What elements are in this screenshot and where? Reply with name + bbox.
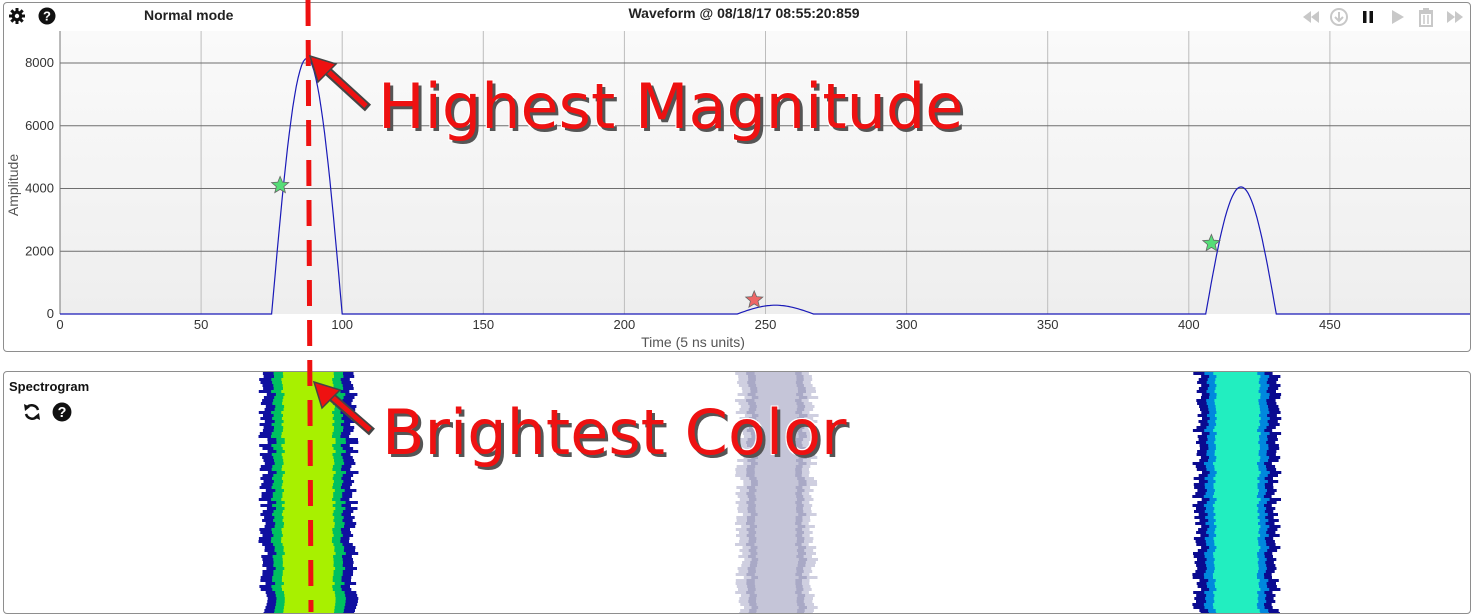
y-tick-label: 8000 [25, 55, 54, 70]
x-tick-label: 400 [1178, 317, 1200, 332]
y-tick-label: 4000 [25, 181, 54, 196]
waveform-panel: ? Normal mode Waveform @ 08/18/17 08:55:… [3, 2, 1471, 352]
spectrogram-band [258, 372, 359, 613]
x-tick-label: 200 [614, 317, 636, 332]
x-tick-label: 100 [331, 317, 353, 332]
fast-forward-icon[interactable] [1444, 6, 1466, 28]
y-tick-label: 2000 [25, 243, 54, 258]
star-marker[interactable] [1201, 233, 1221, 252]
rewind-icon[interactable] [1300, 6, 1322, 28]
gear-icon[interactable] [8, 7, 26, 25]
x-tick-label: 350 [1037, 317, 1059, 332]
star-marker[interactable] [270, 175, 290, 194]
help-icon[interactable]: ? [52, 402, 72, 422]
x-tick-label: 50 [194, 317, 208, 332]
star-marker[interactable] [744, 289, 764, 309]
x-axis-label: Time (5 ns units) [641, 334, 745, 350]
spectrogram-band [735, 372, 819, 613]
y-tick-label: 6000 [25, 118, 54, 133]
x-tick-label: 250 [755, 317, 777, 332]
x-tick-label: 300 [896, 317, 918, 332]
mode-label: Normal mode [144, 7, 234, 23]
svg-text:?: ? [58, 405, 67, 421]
svg-text:?: ? [43, 9, 51, 24]
waveform-chart: 0 50 100 150 200 250 300 350 400 450 0 2000 4000 6000… [5, 31, 1470, 350]
trash-icon[interactable] [1415, 6, 1437, 28]
refresh-icon[interactable] [22, 402, 42, 422]
help-icon[interactable]: ? [38, 7, 56, 25]
annotation-brightest-color: Brightest Color [382, 396, 847, 469]
spectrogram-band [1192, 372, 1282, 613]
download-icon[interactable] [1328, 6, 1350, 28]
play-icon[interactable] [1386, 6, 1408, 28]
x-tick-label: 450 [1319, 317, 1341, 332]
annotation-highest-magnitude: Highest Magnitude [378, 70, 964, 143]
spectrogram-title: Spectrogram [9, 379, 90, 394]
x-tick-label: 150 [472, 317, 494, 332]
pause-icon[interactable] [1357, 6, 1379, 28]
y-tick-label: 0 [47, 306, 54, 321]
y-axis-label: Amplitude [5, 154, 21, 216]
x-tick-label: 0 [56, 317, 63, 332]
waveform-title: Waveform @ 08/18/17 08:55:20:859 [628, 5, 860, 21]
